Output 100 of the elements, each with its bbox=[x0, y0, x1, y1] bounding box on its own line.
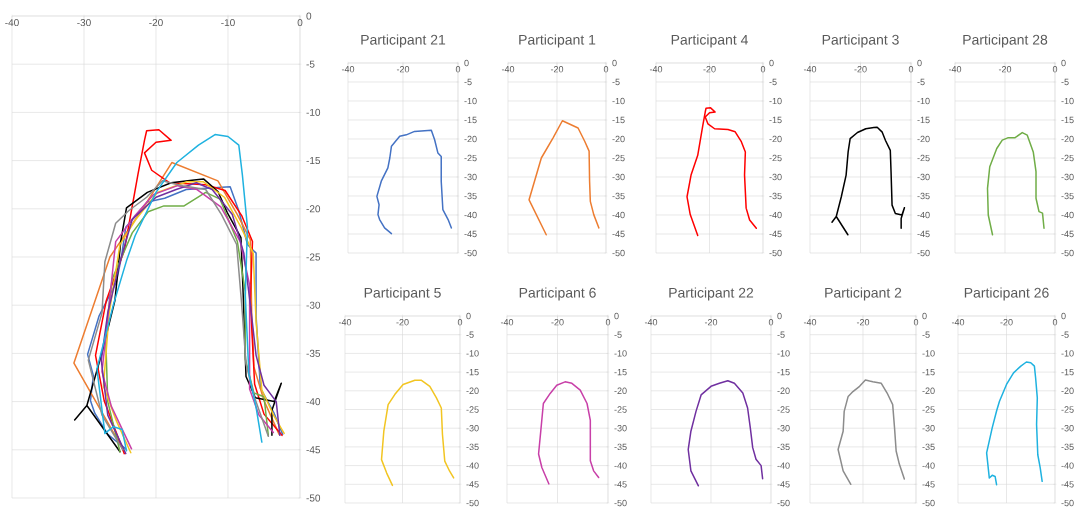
y-tick-label: -5 bbox=[922, 331, 930, 338]
y-tick-label: -35 bbox=[464, 192, 477, 200]
y-tick-label: -30 bbox=[466, 425, 479, 432]
y-tick-label: -15 bbox=[612, 116, 625, 124]
y-tick-label: -20 bbox=[464, 135, 477, 143]
y-tick-label: -15 bbox=[464, 116, 477, 124]
y-tick-label: -20 bbox=[1061, 135, 1074, 143]
y-tick-label: -25 bbox=[769, 154, 782, 162]
x-tick-label: -20 bbox=[550, 66, 564, 73]
y-tick-label: -5 bbox=[612, 78, 620, 86]
y-tick-label: -15 bbox=[1061, 116, 1074, 124]
y-tick-label: -15 bbox=[777, 368, 790, 376]
x-tick-label: 0 bbox=[1052, 319, 1058, 326]
y-tick-label: -10 bbox=[769, 97, 782, 105]
y-tick-label: -45 bbox=[614, 481, 627, 488]
y-tick-label: 0 bbox=[612, 59, 617, 67]
y-tick-label: -20 bbox=[917, 135, 930, 143]
x-tick-label: 0 bbox=[603, 66, 609, 73]
y-tick-label: -15 bbox=[917, 116, 930, 124]
y-tick-label: 0 bbox=[464, 59, 469, 67]
y-tick-label: -40 bbox=[769, 211, 782, 219]
y-tick-label: -15 bbox=[769, 116, 782, 124]
y-tick-label: -15 bbox=[614, 368, 627, 376]
y-tick-label: -35 bbox=[769, 192, 782, 200]
y-tick-label: -10 bbox=[917, 97, 930, 105]
line-series bbox=[837, 379, 906, 486]
x-tick-label: -20 bbox=[998, 66, 1012, 73]
y-tick-label: -5 bbox=[917, 78, 925, 86]
y-tick-label: -30 bbox=[612, 173, 625, 181]
y-tick-label: -30 bbox=[1061, 173, 1074, 181]
chart-title: Participant 1 bbox=[519, 34, 596, 48]
y-tick-label: -10 bbox=[612, 97, 625, 105]
y-tick-label: -15 bbox=[466, 368, 479, 376]
y-tick-label: -50 bbox=[1061, 499, 1074, 507]
chart-title: Participant 21 bbox=[361, 34, 446, 48]
y-tick-label: -30 bbox=[769, 173, 782, 181]
y-tick-label: -10 bbox=[1061, 97, 1074, 105]
x-tick-label: -20 bbox=[1000, 319, 1013, 326]
y-tick-label: -25 bbox=[917, 154, 930, 162]
y-tick-label: -15 bbox=[1061, 368, 1074, 376]
line-series bbox=[376, 129, 453, 235]
y-tick-label: -5 bbox=[1061, 331, 1069, 338]
chart-title: Participant 22 bbox=[669, 287, 754, 301]
y-tick-label: -10 bbox=[922, 350, 935, 357]
y-tick-label: 0 bbox=[466, 312, 471, 320]
chart-title: Participant 4 bbox=[671, 34, 748, 48]
y-tick-label: -40 bbox=[917, 211, 930, 219]
y-tick-label: -25 bbox=[1061, 154, 1074, 162]
y-tick-label: -35 bbox=[922, 443, 935, 451]
y-tick-label: -20 bbox=[614, 387, 627, 394]
x-tick-label: -30 bbox=[77, 19, 91, 27]
x-tick-label: -40 bbox=[649, 66, 663, 73]
y-tick-label: -35 bbox=[1061, 192, 1074, 200]
y-tick-label: -30 bbox=[922, 425, 935, 432]
y-tick-label: -5 bbox=[466, 331, 474, 338]
y-tick-label: -25 bbox=[1061, 406, 1074, 413]
line-series bbox=[380, 379, 455, 487]
x-tick-label: -20 bbox=[551, 319, 564, 326]
y-tick-label: -25 bbox=[466, 406, 479, 413]
y-tick-label: -5 bbox=[1061, 78, 1069, 86]
chart-title: Participant 2 bbox=[825, 287, 902, 301]
y-tick-label: -45 bbox=[917, 230, 930, 238]
x-tick-label: -40 bbox=[644, 319, 658, 326]
chart-title: Participant 5 bbox=[364, 287, 441, 301]
y-tick-label: -5 bbox=[769, 78, 777, 86]
y-tick-label: -20 bbox=[769, 135, 782, 143]
y-tick-label: -25 bbox=[306, 253, 321, 261]
y-tick-label: -10 bbox=[466, 350, 479, 357]
line-series bbox=[686, 107, 758, 237]
y-tick-label: -50 bbox=[1061, 249, 1074, 257]
y-tick-label: -50 bbox=[917, 249, 930, 257]
y-tick-label: 0 bbox=[769, 59, 774, 67]
x-tick-label: -40 bbox=[951, 319, 965, 326]
y-tick-label: -50 bbox=[777, 499, 790, 507]
y-tick-label: -35 bbox=[614, 443, 627, 451]
y-tick-label: -50 bbox=[306, 494, 321, 502]
x-tick-label: -20 bbox=[396, 66, 410, 73]
y-tick-label: -45 bbox=[464, 230, 477, 238]
y-tick-label: -15 bbox=[922, 368, 935, 376]
x-tick-label: -20 bbox=[703, 66, 716, 73]
y-tick-label: -20 bbox=[612, 135, 625, 143]
y-tick-label: 0 bbox=[614, 312, 619, 320]
x-tick-label: -40 bbox=[501, 66, 515, 73]
y-tick-label: -50 bbox=[612, 249, 625, 257]
y-tick-label: -10 bbox=[614, 350, 627, 357]
y-tick-label: -10 bbox=[306, 108, 321, 116]
chart-title: Participant 3 bbox=[822, 34, 899, 48]
y-tick-label: -25 bbox=[777, 406, 790, 413]
y-tick-label: -45 bbox=[306, 446, 321, 454]
y-tick-label: -35 bbox=[466, 443, 479, 451]
x-tick-label: 0 bbox=[457, 319, 463, 326]
x-tick-label: -40 bbox=[948, 66, 962, 73]
y-tick-label: 0 bbox=[1061, 312, 1066, 320]
y-tick-label: -35 bbox=[306, 349, 321, 357]
y-tick-label: 0 bbox=[777, 312, 782, 320]
y-tick-label: -5 bbox=[777, 331, 785, 338]
y-tick-label: -40 bbox=[777, 462, 790, 469]
y-tick-label: -25 bbox=[614, 406, 627, 413]
x-tick-label: 0 bbox=[455, 66, 461, 73]
x-tick-label: -40 bbox=[5, 19, 19, 27]
